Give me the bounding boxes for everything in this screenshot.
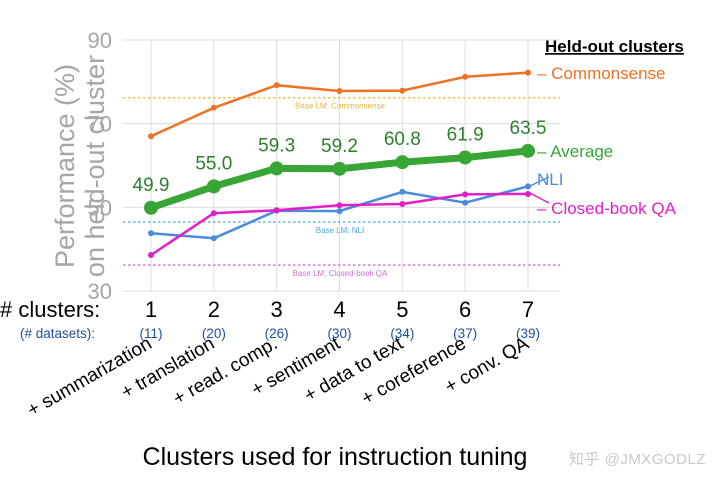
data-point (395, 155, 410, 170)
data-point (525, 183, 531, 190)
legend-entry: – Average (537, 142, 613, 161)
dataset-count: (39) (516, 326, 540, 341)
data-label: 55.0 (195, 153, 232, 174)
baseline-label: Base LM: Closed-book QA (293, 269, 388, 278)
data-point (462, 191, 469, 198)
y-tick-label: 90 (88, 28, 112, 53)
data-point (399, 200, 406, 207)
data-point (521, 143, 535, 158)
data-point (336, 208, 343, 215)
data-point (273, 82, 280, 89)
data-label: 63.5 (510, 118, 547, 139)
x-tick-label: 1 (145, 297, 157, 322)
x-tick-label: 4 (333, 297, 345, 322)
x-tick-label: 6 (459, 297, 471, 322)
data-point (148, 252, 154, 259)
data-point (458, 150, 473, 165)
dataset-count: (34) (390, 326, 414, 341)
dataset-count: (30) (327, 326, 351, 341)
data-point (273, 207, 280, 214)
data-point (148, 133, 154, 140)
baseline-label: Base LM: Commonsense (295, 102, 385, 111)
x-tick-label: 7 (522, 297, 534, 322)
data-point (525, 190, 531, 197)
data-label: 60.8 (384, 129, 421, 150)
data-point (269, 161, 284, 176)
data-point (399, 87, 406, 94)
data-point (462, 199, 469, 206)
y-tick-label: 30 (88, 279, 112, 304)
data-point (148, 230, 154, 237)
data-point (144, 200, 158, 215)
data-point (210, 210, 217, 217)
data-label: 59.3 (258, 135, 295, 156)
legend-connector (529, 192, 550, 204)
data-point (399, 188, 406, 195)
data-point (332, 161, 347, 176)
data-label: 59.2 (321, 136, 358, 157)
x-tick-label: 5 (396, 297, 408, 322)
data-point (462, 73, 469, 80)
data-label: 61.9 (447, 125, 484, 146)
data-point (336, 202, 343, 209)
legend-entry: – Closed-book QA (537, 199, 677, 218)
data-point (336, 88, 343, 95)
data-label: 49.9 (133, 175, 170, 196)
x-tick-label: 3 (271, 297, 283, 322)
legend-entry: – Commonsense (537, 64, 666, 83)
y-tick-label: 70 (88, 112, 112, 137)
dataset-count: (26) (265, 326, 289, 341)
dataset-count: (37) (453, 326, 477, 341)
dataset-count: (11) (139, 326, 162, 341)
x-axis-label: Clusters used for instruction tuning (143, 443, 528, 471)
dataset-count: (20) (202, 326, 226, 341)
x-datasets-label: (# datasets): (20, 326, 95, 341)
legend-entry: NLI (537, 170, 563, 189)
y-tick-label: 50 (88, 195, 112, 220)
data-point (210, 104, 217, 111)
x-clusters-label: # clusters: (0, 297, 100, 322)
data-point (525, 69, 531, 76)
data-point (210, 235, 217, 242)
data-point (206, 179, 221, 194)
watermark: 知乎 @JMXGODLZ (568, 451, 706, 468)
legend-title: Held-out clusters (545, 37, 684, 56)
x-tick-label: 2 (208, 297, 220, 322)
y-axis-label: Performance (%)on held-out cluster (50, 55, 110, 277)
baseline-label: Base LM: NLI (316, 226, 364, 235)
legend-connector (529, 176, 550, 187)
